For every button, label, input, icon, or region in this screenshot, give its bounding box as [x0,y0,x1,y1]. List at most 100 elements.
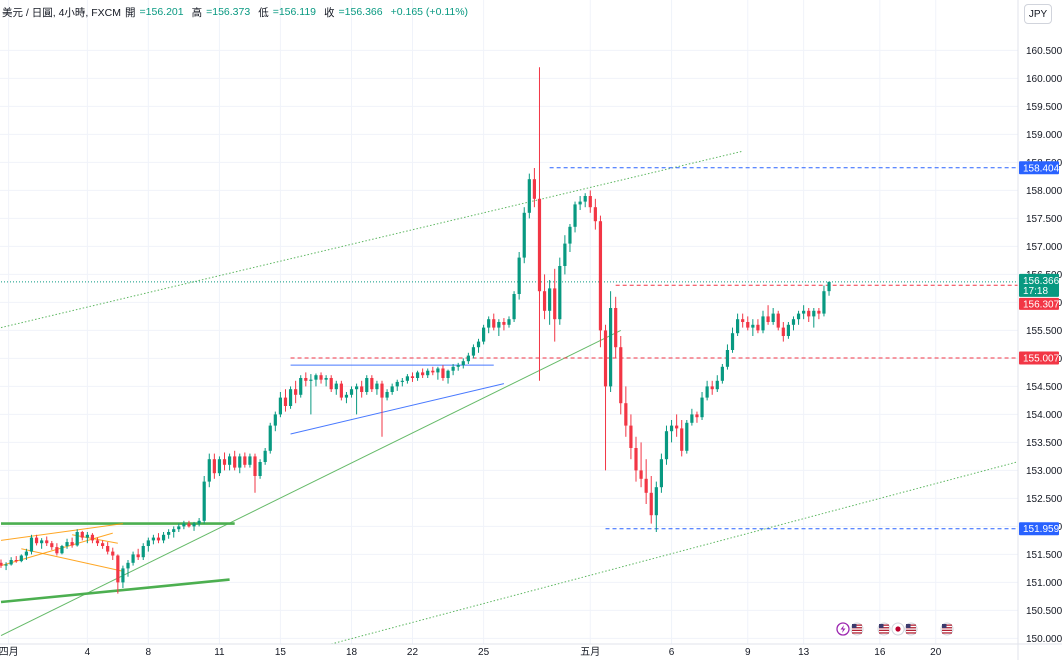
candle-body [228,456,232,465]
countdown-timer: 17:18 [1023,286,1048,297]
candle [207,453,211,488]
trendline [0,523,123,541]
candle [746,316,750,331]
candle-body [487,319,491,328]
candle [517,252,521,300]
candle-body [329,378,333,390]
candle-body [370,378,374,390]
candle [304,372,308,387]
candle [283,389,288,412]
candle-body [634,448,638,471]
candle-body [527,179,531,213]
candle [116,554,120,594]
high-value: =156.373 [206,6,251,18]
us-flag-icon-stripe [906,629,916,631]
level-price-tag-bg [1019,351,1059,365]
candle-body [167,532,171,535]
time-axis[interactable]: 四月 4 8 11 15 18 22 25 五月 6 9 13 16 20 [0,643,1062,658]
candle-body [375,383,379,390]
price-tick-label: 159.000 [1026,130,1062,141]
candle-body [502,322,506,325]
candle-body [421,372,425,376]
current-price-tag: 156.366 [1023,276,1060,287]
flash-icon[interactable] [836,622,850,636]
candle [349,386,354,398]
candle-body [512,294,516,320]
trendline [290,383,505,435]
candle-body [24,551,28,556]
drawing-layer [0,150,1018,645]
candle-body [248,456,252,465]
candle [558,257,562,325]
candle [659,453,663,493]
candle-body [532,179,536,199]
us-flag-icon[interactable] [850,622,864,636]
candle [253,453,257,493]
symbol-title: 美元 / 日圓, 4小時, FXCM [2,6,122,19]
jp-flag-icon-dot [895,626,901,632]
candle-body [156,537,161,541]
time-tick-label: 16 [874,647,886,658]
candle [426,368,430,378]
candle-body [802,310,806,314]
candle-body [258,462,262,476]
candle-body [19,555,23,562]
candle [466,352,470,364]
candle-body [85,534,89,538]
currency-button[interactable]: JPY [1024,4,1052,24]
candle-body [339,383,343,398]
price-tick-label: 153.000 [1026,466,1062,477]
candle-body [705,386,709,398]
candle [771,308,775,325]
us-flag-icon[interactable] [904,622,918,636]
candle-body [273,414,277,426]
candle-body [415,372,420,378]
price-tick-label: 157.000 [1026,242,1062,253]
candle [812,308,816,328]
candle [212,453,216,479]
close-label: 收 [324,6,335,19]
candle-body [720,366,724,381]
candle-body [177,526,181,530]
candle-body [471,347,476,356]
candle-body [187,523,191,527]
candle-body [106,546,110,552]
candle [4,562,8,571]
candle [405,374,409,384]
candle [578,196,582,210]
price-axis[interactable]: 160.500160.000159.500159.000158.500158.0… [1017,0,1062,660]
candle-body [603,330,608,387]
candle-body [461,361,465,366]
time-tick-label: 11 [214,647,225,658]
candle [177,523,181,532]
candle-body [537,198,542,292]
candle-body [476,341,481,348]
candle [614,296,618,359]
candle-body [90,534,95,541]
candle [415,370,420,381]
candle [436,366,440,380]
candle [700,392,704,420]
candle-body [101,543,105,546]
trendline [0,329,621,637]
open-label: 開 [125,6,136,19]
candle [791,316,796,331]
candle [75,529,79,547]
candle-body [136,554,140,558]
candle-body [283,397,288,406]
candle-body [441,368,445,378]
event-icons[interactable] [836,622,954,636]
us-flag-icon[interactable] [940,622,954,636]
time-tick-label: 22 [407,647,419,658]
candle [609,291,613,392]
candle [65,538,69,549]
candle-body [334,383,338,390]
candle-body [131,554,135,563]
jp-flag-icon[interactable] [891,622,905,636]
candle-body [710,386,714,390]
us-flag-icon-stripe [879,627,889,629]
us-flag-icon[interactable] [877,622,891,636]
candle [563,235,567,275]
candle-body [629,425,633,448]
